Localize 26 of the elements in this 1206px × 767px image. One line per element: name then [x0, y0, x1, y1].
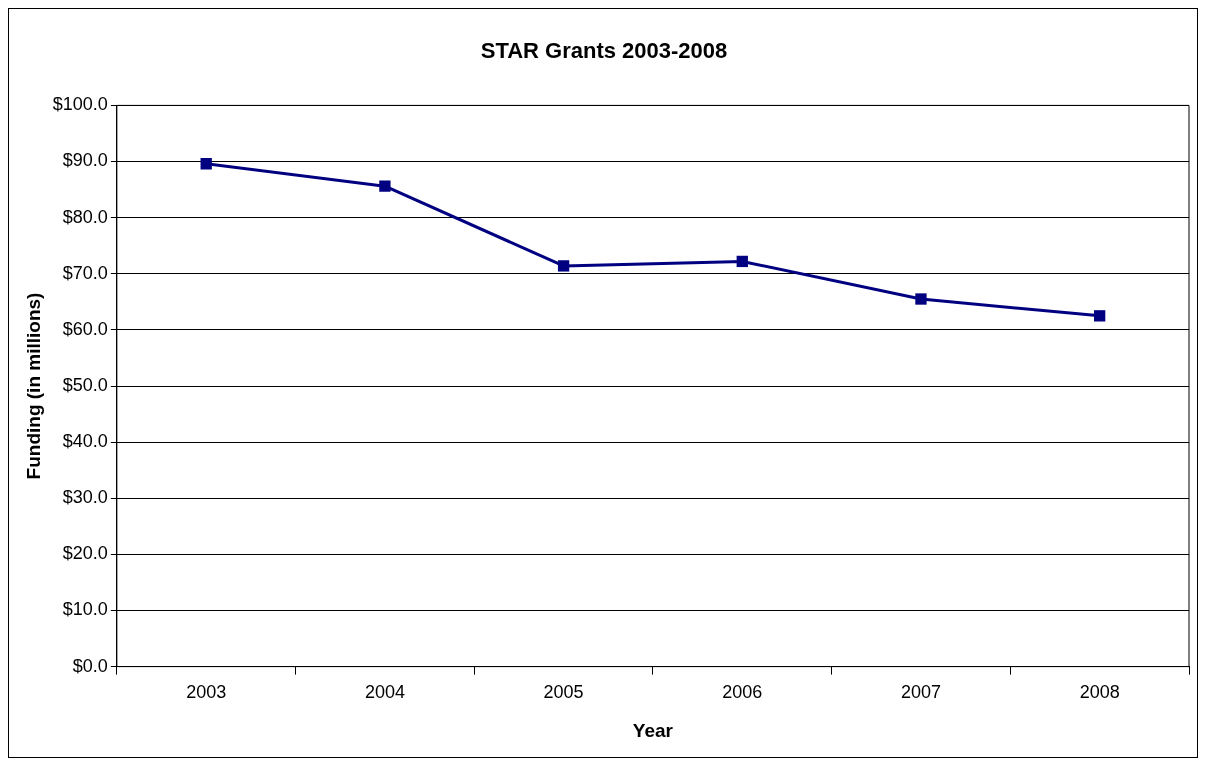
point: [557, 260, 570, 272]
x-tick-label: 2006: [722, 682, 763, 703]
point: [736, 255, 748, 268]
y-tick-label: $80.0: [62, 206, 108, 227]
x-tick-label: 2007: [900, 682, 941, 703]
x-axis-title: Year: [632, 719, 674, 741]
point: [379, 180, 391, 192]
y-tick-label: $60.0: [62, 318, 108, 339]
y-axis-title: Funding (in millions): [22, 292, 44, 480]
y-tick-label: $70.0: [62, 262, 108, 283]
y-tick-label: $20.0: [62, 543, 108, 564]
chart-title: STAR Grants 2003-2008: [480, 38, 728, 64]
y-tick-label: $40.0: [62, 431, 108, 452]
y-tick-label: $30.0: [62, 487, 108, 508]
x-tick-label: 2008: [1079, 682, 1120, 703]
point: [1094, 310, 1106, 322]
x-tick-label: 2003: [186, 682, 227, 703]
x-tick-label: 2005: [543, 682, 584, 703]
y-tick-label: $90.0: [62, 150, 108, 171]
y-tick-label: $50.0: [62, 374, 108, 395]
x-tick-label: 2004: [364, 682, 405, 703]
point: [200, 158, 212, 170]
y-tick-label: $100.0: [52, 94, 108, 115]
y-tick-label: $10.0: [62, 599, 108, 620]
y-tick-label: $0.0: [72, 655, 108, 676]
point: [915, 293, 927, 305]
